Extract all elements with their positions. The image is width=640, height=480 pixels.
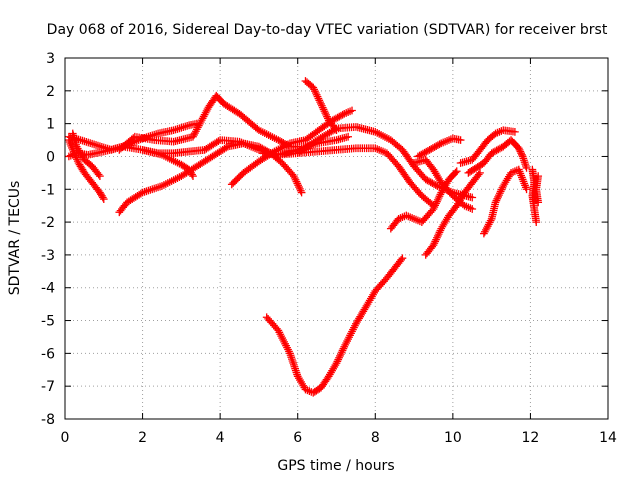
series-track-11 (258, 144, 438, 210)
y-tick-label: -2 (41, 215, 55, 231)
data-marks (65, 77, 543, 397)
data-point (511, 127, 519, 136)
y-tick-label: -8 (41, 412, 55, 428)
series-track-12 (262, 254, 407, 397)
data-point (452, 167, 461, 176)
series-track-17 (456, 126, 519, 167)
data-point (230, 177, 239, 186)
data-point (232, 176, 240, 184)
data-point (522, 164, 531, 172)
data-point (348, 106, 356, 115)
data-point (344, 132, 352, 141)
series-track-08 (227, 106, 356, 189)
y-tick-label: -1 (41, 182, 55, 198)
y-tick-label: -5 (41, 314, 55, 330)
series-track-21 (532, 172, 543, 207)
data-point (532, 218, 541, 226)
y-tick-label: -4 (41, 281, 55, 297)
data-point (235, 173, 243, 182)
x-tick-label: 8 (371, 430, 380, 446)
y-tick-label: -3 (41, 248, 55, 264)
x-tick-label: 10 (444, 430, 462, 446)
data-point (96, 172, 104, 180)
data-point (189, 172, 197, 180)
y-tick-label: -7 (41, 379, 55, 395)
y-tick-label: 0 (46, 149, 55, 165)
series-track-15 (414, 134, 465, 161)
chart-title: Day 068 of 2016, Sidereal Day-to-day VTE… (47, 22, 608, 38)
x-tick-label: 6 (293, 430, 302, 446)
data-point (398, 254, 407, 263)
data-point (297, 188, 306, 197)
x-tick-label: 2 (138, 430, 147, 446)
data-point (451, 168, 460, 177)
data-point (233, 174, 242, 183)
series-track-14 (410, 155, 477, 213)
y-axis-label: SDTVAR / TECUs (7, 181, 23, 296)
data-point (229, 179, 238, 187)
x-tick-label: 4 (216, 430, 225, 446)
data-point (456, 136, 465, 144)
series-track-04 (68, 129, 104, 180)
y-tick-label: -6 (41, 346, 55, 362)
data-point (227, 180, 236, 189)
x-tick-label: 0 (61, 430, 70, 446)
x-tick-label: 14 (599, 430, 617, 446)
y-tick-label: 1 (46, 117, 55, 133)
plot-frame (64, 57, 609, 420)
data-point (534, 198, 543, 207)
series-track-16 (421, 169, 484, 259)
data-point (476, 169, 484, 177)
data-point (522, 185, 531, 194)
grid-lines (65, 58, 608, 419)
y-tick-label: 2 (46, 84, 55, 100)
series-track-18 (464, 136, 531, 177)
x-axis-label: GPS time / hours (277, 458, 394, 474)
data-point (468, 193, 477, 202)
data-point (468, 205, 477, 213)
x-tick-label: 12 (522, 430, 540, 446)
series-track-20 (528, 165, 541, 226)
data-point (99, 195, 108, 203)
data-point (236, 171, 245, 180)
y-tick-label: 3 (46, 51, 55, 67)
series-track-19 (480, 165, 531, 238)
